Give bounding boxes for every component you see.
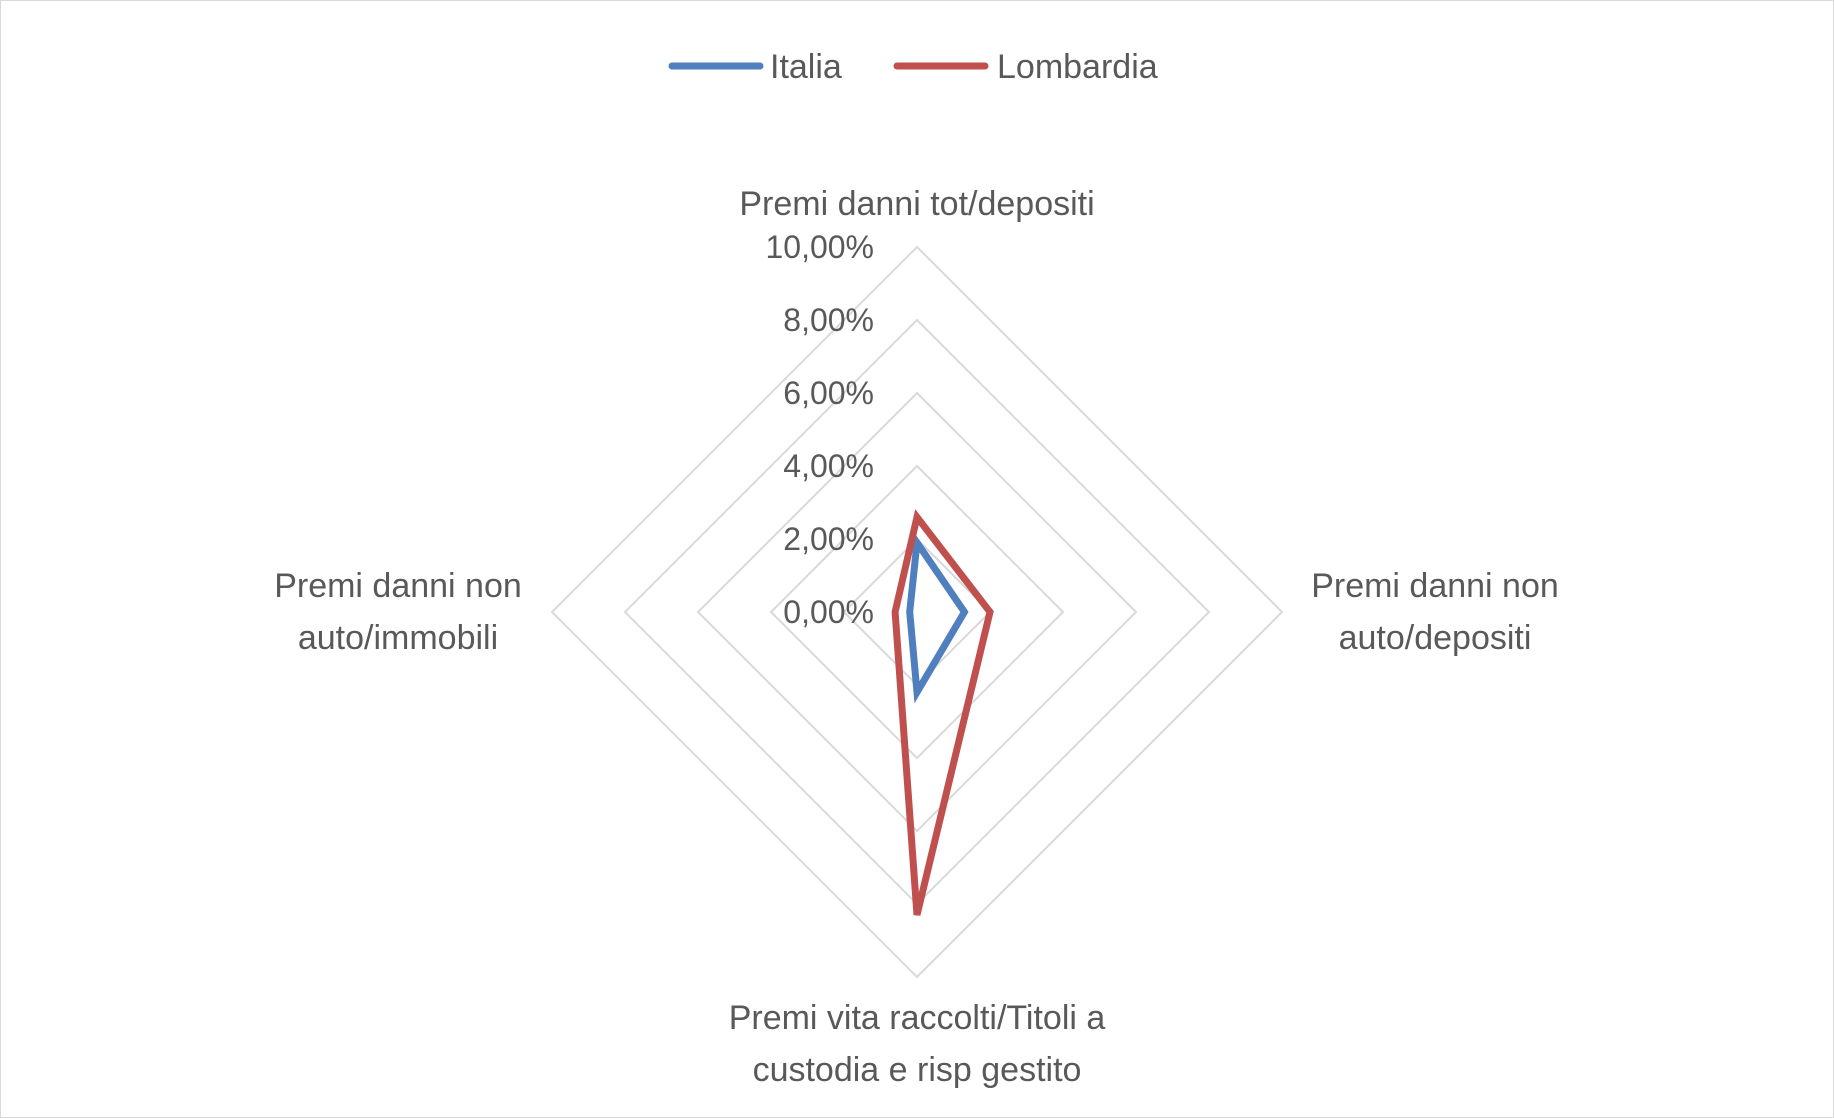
- axis-label: Premi vita raccolti/Titoli a: [729, 999, 1106, 1037]
- tick-label: 0,00%: [783, 594, 874, 630]
- axis-label: auto/depositi: [1339, 619, 1532, 657]
- tick-label: 8,00%: [783, 302, 874, 338]
- series-line-italia: [906, 532, 969, 704]
- legend-label-italia: Italia: [770, 48, 842, 86]
- axis-label: custodia e risp gestito: [753, 1051, 1082, 1089]
- series-line-lombardia: [891, 509, 994, 916]
- legend-label-lombardia: Lombardia: [997, 48, 1158, 86]
- tick-label: 10,00%: [765, 229, 874, 265]
- axis-labels: Premi danni tot/depositi Premi danni non a…: [274, 185, 1559, 1089]
- grid-ring: [769, 464, 1065, 760]
- axis-label: Premi danni tot/depositi: [739, 185, 1094, 223]
- tick-label: 2,00%: [783, 521, 874, 557]
- grid-ring: [696, 391, 1138, 833]
- grid-ring: [550, 245, 1284, 979]
- axis-label: Premi danni non: [274, 567, 522, 605]
- axis-label: Premi danni non: [1311, 567, 1559, 605]
- series-lines: [891, 509, 994, 916]
- tick-label: 4,00%: [783, 448, 874, 484]
- tick-label: 6,00%: [783, 375, 874, 411]
- tick-labels: 0,00% 2,00% 4,00% 6,00% 8,00% 10,00%: [765, 229, 874, 630]
- grid-ring: [623, 318, 1211, 906]
- legend: Italia Lombardia: [668, 48, 1158, 86]
- axis-label: auto/immobili: [298, 619, 498, 657]
